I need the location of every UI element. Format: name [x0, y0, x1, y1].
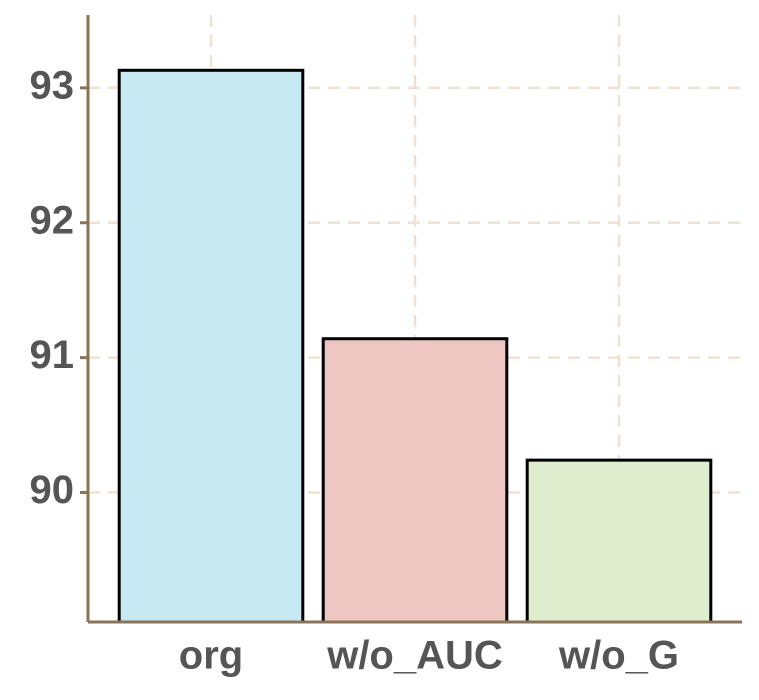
x-tick-label: w/o_AUC [326, 634, 503, 678]
y-tick-label: 91 [30, 333, 75, 377]
x-tick-label: org [179, 634, 243, 678]
y-tick-label: 90 [30, 468, 75, 512]
y-tick-label: 92 [30, 198, 75, 242]
y-tick-label: 93 [30, 63, 75, 107]
labels: 90 91 92 93 org w/o_AUC w/o_G [30, 63, 680, 677]
x-tick-label: w/o_G [558, 634, 679, 678]
bar [117, 68, 305, 624]
bars [117, 68, 713, 624]
bar [525, 458, 713, 624]
bar [321, 337, 509, 624]
